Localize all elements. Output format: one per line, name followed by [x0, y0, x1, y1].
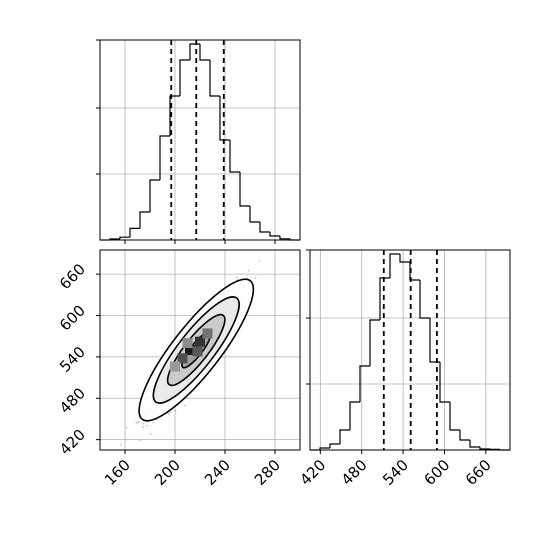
hist-y-bar [350, 402, 360, 430]
hist-x-bar [250, 206, 260, 222]
hist-y-bar [390, 254, 400, 278]
hist-x-bar [130, 228, 140, 237]
hist-y-xtick-label: 600 [420, 456, 453, 489]
joint-scatter-point [137, 422, 139, 424]
hist-y-xtick-label: 420 [296, 456, 329, 489]
joint-scatter-point [168, 413, 170, 415]
joint-xtick-label: 240 [201, 456, 234, 489]
hist-y-bar [440, 362, 450, 402]
hist-y-xtick-label: 540 [379, 456, 412, 489]
data-layer [100, 40, 510, 450]
joint-ytick-label: 600 [56, 301, 89, 334]
joint-scatter-point [259, 260, 261, 262]
hist-y-bar [400, 254, 410, 262]
hist-x-bar [180, 60, 190, 96]
joint-scatter-point [170, 411, 172, 413]
hist-y-bar [370, 320, 380, 366]
hist-x-bar [160, 136, 170, 180]
hist-x-bar [190, 44, 200, 60]
joint-scatter-point [142, 426, 144, 428]
joint-scatter-point [248, 270, 250, 272]
hist-y-bar [480, 447, 490, 449]
hist-x-bar [240, 172, 250, 206]
joint-density-cell [183, 338, 193, 348]
hist-y-bar [420, 280, 430, 318]
hist-x-bar [200, 44, 210, 60]
joint-ytick-label: 420 [56, 426, 89, 459]
joint-xtick-label: 280 [251, 456, 284, 489]
joint-scatter-point [135, 422, 137, 424]
joint-density-cell [170, 362, 180, 372]
joint-ytick-label: 660 [56, 260, 89, 293]
hist-y-bar [450, 402, 460, 430]
joint-scatter-point [236, 277, 238, 279]
joint-scatter-point [143, 423, 145, 425]
joint-density-cell [203, 328, 213, 338]
joint-scatter-point [126, 427, 128, 429]
hist-y-bar [340, 430, 350, 444]
hist-x-frame [100, 40, 300, 240]
hist-y-bar [460, 430, 470, 440]
joint-scatter-point [150, 433, 152, 435]
hist-x-bar [150, 180, 160, 212]
hist-y-bar [430, 318, 440, 362]
hist-x-bar [140, 212, 150, 228]
joint-scatter-point [153, 422, 155, 424]
joint-scatter-point [120, 444, 122, 446]
hist-y-bar [330, 444, 340, 448]
hist-x-bar [280, 236, 290, 239]
hist-x-bar [260, 222, 270, 232]
joint-scatter-point [184, 405, 186, 407]
joint-scatter-point [146, 425, 148, 427]
joint-xtick-label: 200 [151, 456, 184, 489]
hist-x-bar [230, 140, 240, 172]
hist-y-bar [380, 278, 390, 320]
hist-y-xtick-label: 660 [462, 456, 495, 489]
joint-xtick-label: 160 [101, 456, 134, 489]
joint-scatter-point [139, 439, 141, 441]
joint-density-cell [193, 346, 203, 356]
joint-ytick-label: 540 [56, 343, 89, 376]
joint-scatter-point [255, 277, 257, 279]
hist-y-xtick-label: 480 [338, 456, 371, 489]
joint-ytick-label: 480 [56, 384, 89, 417]
hist-x-bar [210, 60, 220, 96]
hist-y-bar [470, 440, 480, 447]
joint-scatter-point [175, 410, 177, 412]
